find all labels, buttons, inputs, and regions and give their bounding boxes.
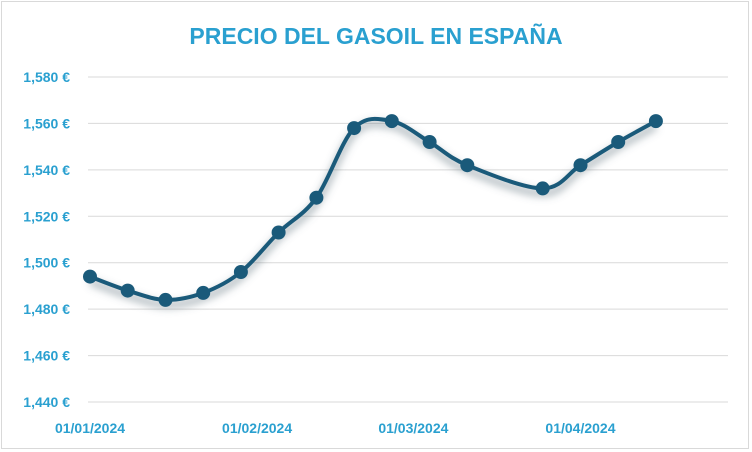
y-tick-label: 1,580 € xyxy=(23,69,70,85)
data-point xyxy=(120,283,135,298)
data-point xyxy=(573,158,588,173)
data-point xyxy=(196,285,211,300)
data-point xyxy=(384,114,399,129)
x-tick-label: 01/03/2024 xyxy=(378,420,448,436)
y-tick-label: 1,460 € xyxy=(23,348,70,364)
x-axis-ticks: 01/01/2024 01/02/2024 01/03/2024 01/04/2024 xyxy=(55,420,616,436)
gridlines xyxy=(88,76,728,403)
chart-title: PRECIO DEL GASOIL EN ESPAÑA xyxy=(189,22,562,49)
data-point xyxy=(271,225,286,240)
data-point xyxy=(158,292,173,307)
data-point xyxy=(611,135,626,149)
data-point xyxy=(83,269,97,284)
data-point xyxy=(648,114,663,129)
y-tick-label: 1,500 € xyxy=(23,255,70,271)
data-point xyxy=(347,121,362,136)
data-point xyxy=(535,181,550,196)
x-tick-label: 01/01/2024 xyxy=(55,420,125,436)
y-tick-label: 1,480 € xyxy=(23,301,70,317)
data-point xyxy=(460,158,475,173)
series-price xyxy=(83,114,663,309)
data-point xyxy=(309,190,324,205)
y-axis-ticks: 1,440 € 1,460 € 1,480 € 1,500 € 1,520 € 1,540… xyxy=(23,69,70,410)
y-tick-label: 1,560 € xyxy=(23,115,70,131)
data-point xyxy=(422,135,437,149)
y-tick-label: 1,520 € xyxy=(23,208,70,224)
x-tick-label: 01/02/2024 xyxy=(222,420,292,436)
series-line-shadow xyxy=(88,120,658,309)
data-point xyxy=(233,265,248,279)
y-tick-label: 1,440 € xyxy=(23,394,70,410)
x-tick-label: 01/04/2024 xyxy=(545,420,615,436)
series-line xyxy=(88,116,658,302)
y-tick-label: 1,540 € xyxy=(23,162,70,178)
